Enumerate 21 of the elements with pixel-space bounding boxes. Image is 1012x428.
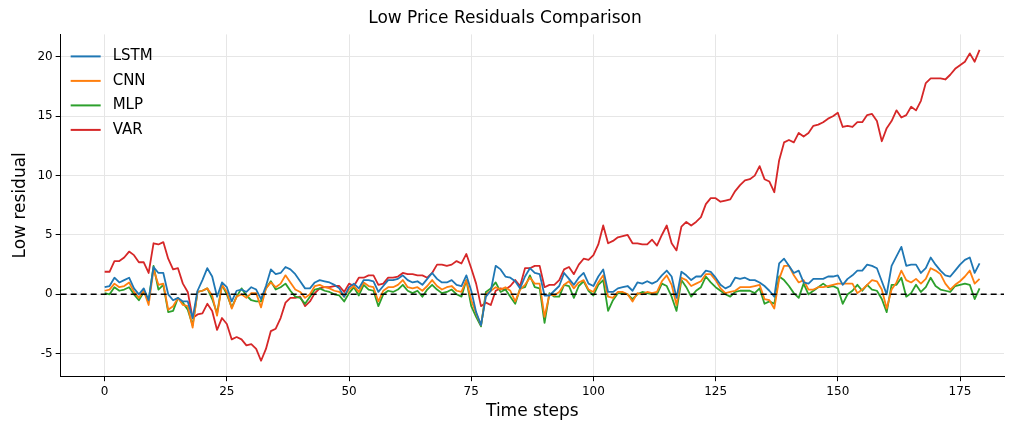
x-tick-label: 125 [704, 383, 728, 398]
y-tick-label: 15 [37, 108, 53, 123]
x-axis-title: Time steps [485, 400, 579, 421]
y-tick-label: -5 [40, 345, 53, 360]
chart-title: Low Price Residuals Comparison [368, 6, 642, 27]
legend-label: VAR [112, 119, 143, 138]
y-axis-title: Low residual [8, 152, 29, 259]
x-tick-label: 75 [463, 383, 479, 398]
x-tick-label: 100 [581, 383, 605, 398]
legend-label: CNN [112, 70, 146, 89]
x-tick-label: 50 [341, 383, 357, 398]
y-tick-label: 0 [45, 286, 53, 301]
legend-label: MLP [112, 95, 144, 114]
y-tick-label: 5 [45, 227, 53, 242]
y-tick-label: 10 [37, 167, 53, 182]
x-tick-label: 25 [219, 383, 235, 398]
x-tick-label: 175 [948, 383, 972, 398]
legend-label: LSTM [112, 46, 153, 65]
x-tick-label: 0 [100, 383, 109, 398]
x-tick-label: 150 [826, 383, 850, 398]
y-tick-label: 20 [37, 49, 53, 64]
